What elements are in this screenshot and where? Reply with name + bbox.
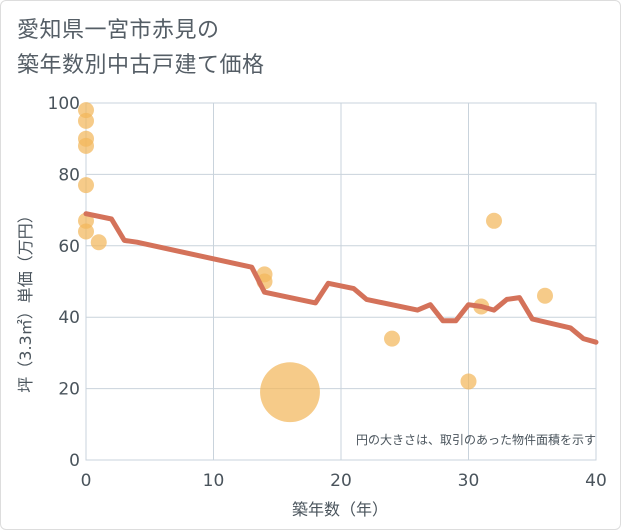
x-tick-label: 20 [330, 471, 352, 491]
size-note: 円の大きさは、取引のあった物件面積を示す [356, 432, 596, 447]
y-tick-label: 100 [48, 94, 80, 114]
bubble-point [78, 112, 94, 129]
bubble-point [260, 362, 320, 423]
bubble-point [78, 137, 94, 154]
x-tick-label: 40 [585, 471, 607, 491]
x-tick-label: 10 [203, 471, 225, 491]
bubble-point [78, 223, 94, 240]
bubble-point [537, 287, 553, 304]
trend-series [83, 211, 599, 345]
y-tick-label: 80 [58, 165, 80, 185]
axis-ticks: 0 10 20 30 40 0 20 40 60 80 100 [48, 94, 607, 491]
y-tick-label: 60 [58, 237, 80, 257]
y-tick-label: 40 [58, 308, 80, 328]
grid [85, 102, 597, 461]
chart-title-line-2: 築年数別中古戸建て価格 [17, 53, 265, 78]
trend-line [83, 211, 599, 345]
y-tick-label: 20 [58, 380, 80, 400]
bubble-point [460, 373, 477, 390]
bubble-point [384, 330, 400, 347]
bubble-point [90, 234, 107, 251]
y-tick-label: 0 [69, 451, 80, 471]
chart-title: 愛知県一宮市赤見の 築年数別中古戸建て価格 [17, 13, 577, 83]
x-tick-label: 0 [81, 471, 92, 491]
x-axis-title: 築年数（年） [292, 500, 388, 519]
bubble-point [78, 177, 94, 194]
chart-title-line-1: 愛知県一宮市赤見の [17, 18, 220, 43]
x-tick-label: 30 [458, 471, 480, 491]
bubble-point [486, 212, 502, 229]
bubble-series [78, 102, 553, 423]
y-axis-title: 坪（3.3㎡）単価（万円） [16, 207, 35, 392]
